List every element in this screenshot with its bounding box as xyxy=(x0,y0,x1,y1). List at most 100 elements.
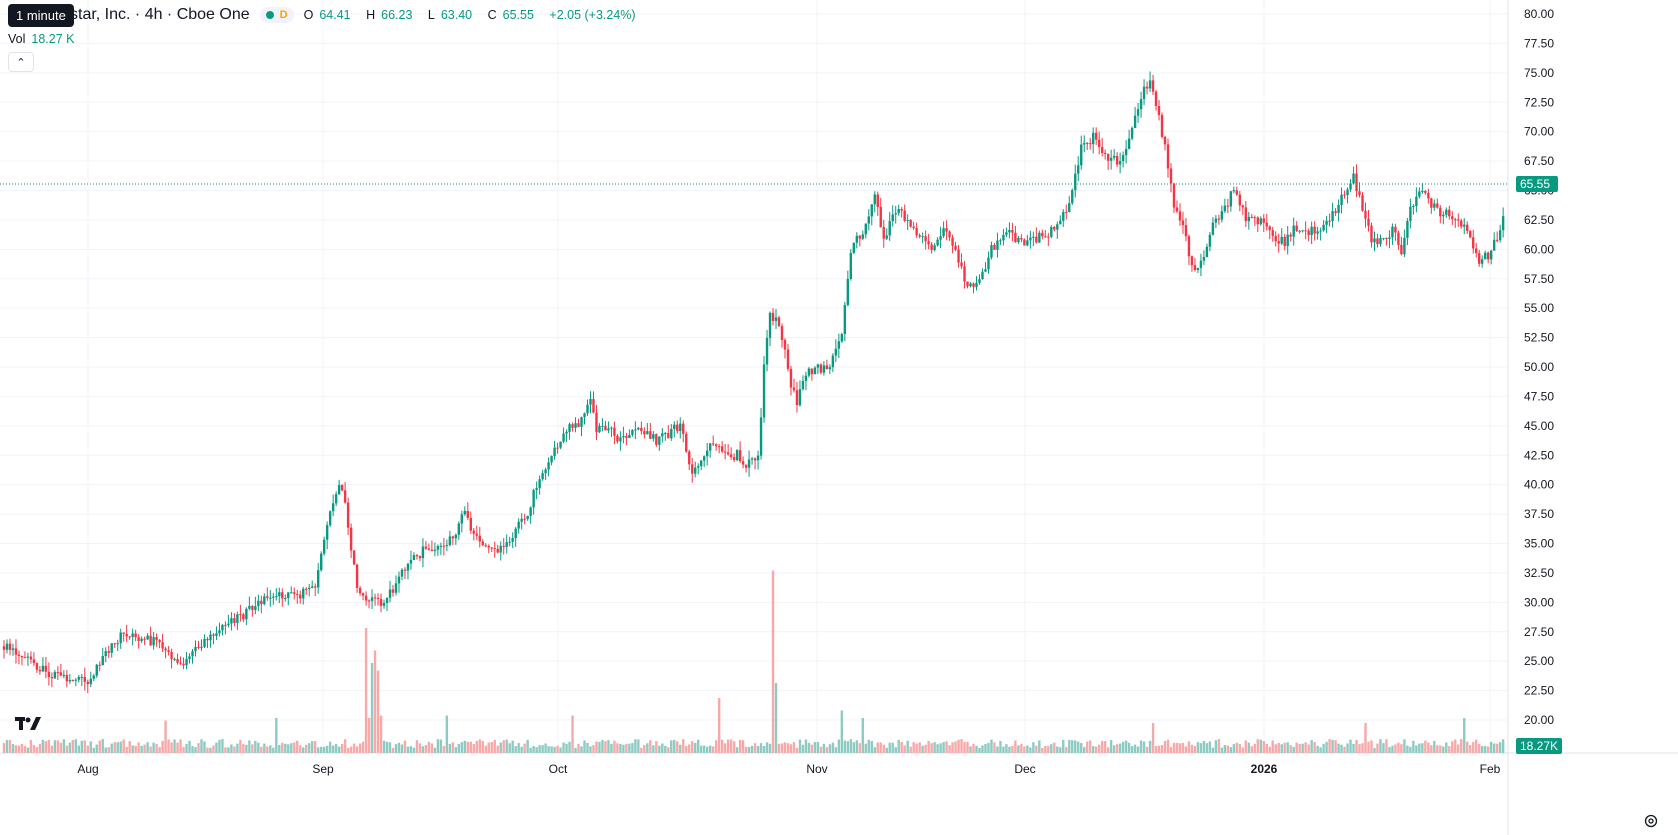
candle-body xyxy=(290,592,293,594)
volume-bar xyxy=(1181,742,1185,753)
candle-body xyxy=(649,431,652,439)
volume-bar xyxy=(1397,742,1400,753)
volume-bar xyxy=(1475,739,1478,753)
volume-bar xyxy=(508,743,511,753)
candle-body xyxy=(619,437,622,442)
candle-body xyxy=(469,517,472,531)
volume-bar xyxy=(999,741,1002,753)
candle-body xyxy=(406,563,410,571)
volume-bar xyxy=(1400,744,1403,753)
candle-body xyxy=(1433,203,1436,208)
volume-bar xyxy=(562,742,565,753)
price-tick-label: 45.00 xyxy=(1524,419,1554,433)
volume-bar xyxy=(388,742,392,753)
volume-bar xyxy=(933,742,936,753)
volume-bar xyxy=(1205,743,1209,753)
volume-bar xyxy=(1062,739,1065,753)
time-axis[interactable]: Aug Sep Oct Nov Dec 2026 Feb xyxy=(77,762,1500,776)
candle-body xyxy=(682,423,685,434)
candle-body xyxy=(86,681,89,685)
volume-bar xyxy=(95,744,98,753)
volume-bar xyxy=(604,741,607,753)
volume-bar xyxy=(1086,741,1089,753)
candle-body xyxy=(673,424,676,430)
candle-body xyxy=(1253,217,1256,219)
candle-body xyxy=(1017,237,1020,243)
candle-body xyxy=(278,592,281,597)
last-volume-badge: 18.27K xyxy=(1516,738,1562,754)
candle-body xyxy=(1495,239,1499,241)
volume-bar xyxy=(1083,747,1086,753)
volume-bar xyxy=(1352,743,1355,753)
candle-body xyxy=(1250,216,1253,218)
volume-bar xyxy=(421,746,425,753)
volume-bar xyxy=(328,741,332,753)
volume-bar xyxy=(373,650,377,753)
collapse-legend-button[interactable]: ⌃ xyxy=(8,52,34,72)
candle-body xyxy=(1310,226,1313,236)
volume-bar xyxy=(1217,739,1221,753)
candle-body xyxy=(1244,207,1248,222)
candle-body xyxy=(5,643,9,650)
volume-bar xyxy=(828,744,832,753)
volume-bar xyxy=(308,743,311,753)
volume-bar xyxy=(1331,739,1334,753)
volume-bar xyxy=(122,739,125,753)
candle-body xyxy=(314,586,317,588)
volume-bar xyxy=(68,742,72,753)
price-tick-label: 32.50 xyxy=(1524,566,1554,580)
candle-body xyxy=(161,642,164,649)
candle-body xyxy=(846,278,850,306)
candle-body xyxy=(765,337,769,365)
candle-body xyxy=(71,679,75,681)
volume-bar xyxy=(499,742,502,753)
volume-bar xyxy=(119,741,122,753)
volume-bar xyxy=(1424,740,1427,753)
candle-body xyxy=(930,244,933,251)
volume-bar xyxy=(302,747,305,753)
candle-body xyxy=(909,220,912,227)
candle-body xyxy=(463,510,467,515)
tradingview-logo[interactable] xyxy=(10,710,46,738)
volume-bar xyxy=(732,741,736,753)
candle-body xyxy=(1056,224,1059,230)
volume-bar xyxy=(1436,745,1439,753)
candle-body xyxy=(703,456,706,461)
candle-body xyxy=(1427,192,1430,199)
candle-body xyxy=(179,662,182,664)
volume-bar xyxy=(343,739,347,753)
volume-bar xyxy=(894,747,897,753)
gear-icon[interactable] xyxy=(1642,812,1660,830)
volume-bar xyxy=(846,741,850,753)
candle-body xyxy=(254,606,257,610)
symbol-title[interactable]: star, Inc. · 4h · Cboe One xyxy=(70,6,250,23)
volume-bar xyxy=(867,739,870,753)
volume-bar xyxy=(1489,741,1493,753)
volume-bar xyxy=(1059,747,1062,753)
volume-bar xyxy=(379,715,383,753)
candle-body xyxy=(1280,236,1283,244)
volume-bar xyxy=(451,742,455,753)
volume-bar xyxy=(427,741,431,753)
volume-bar xyxy=(541,745,544,753)
volume-bar xyxy=(1142,741,1146,753)
candle-body xyxy=(1319,230,1322,232)
price-axis[interactable]: 80.0077.5075.0072.5070.0067.5065.0062.50… xyxy=(1507,0,1554,835)
candle-body xyxy=(1265,222,1268,227)
candle-body xyxy=(242,614,245,620)
volume-bar xyxy=(1280,744,1283,753)
market-status[interactable]: D xyxy=(259,7,294,23)
volume-bar xyxy=(80,740,83,753)
candle-body xyxy=(780,326,784,341)
change-value: +2.05 (+3.24%) xyxy=(549,8,636,22)
candle-body xyxy=(1178,211,1182,221)
volume-bar xyxy=(1092,746,1095,753)
volume-bar xyxy=(71,740,75,753)
candle-body xyxy=(610,427,613,429)
volume-bar xyxy=(290,743,293,753)
volume-bar xyxy=(649,740,652,753)
candle-body xyxy=(125,633,128,637)
candle-body xyxy=(987,257,990,270)
candle-body xyxy=(101,656,104,666)
